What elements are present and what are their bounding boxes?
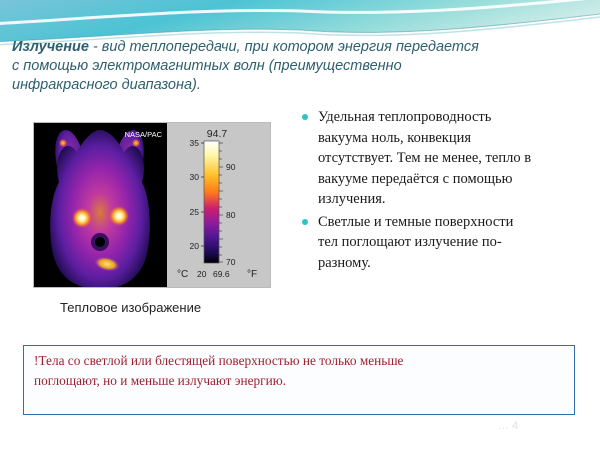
svg-text:30: 30 (190, 172, 200, 182)
svg-text:35: 35 (190, 138, 200, 148)
svg-text:70: 70 (226, 257, 236, 267)
svg-text:°F: °F (247, 269, 257, 280)
svg-text:80: 80 (226, 210, 236, 220)
svg-text:69.6: 69.6 (213, 269, 230, 279)
svg-text:NASA/PAC: NASA/PAC (125, 130, 163, 139)
svg-text:90: 90 (226, 162, 236, 172)
svg-text:25: 25 (190, 207, 200, 217)
svg-text:°C: °C (177, 269, 188, 280)
svg-text:20: 20 (197, 269, 207, 279)
svg-text:94.7: 94.7 (207, 128, 228, 140)
svg-text:20: 20 (190, 241, 200, 251)
